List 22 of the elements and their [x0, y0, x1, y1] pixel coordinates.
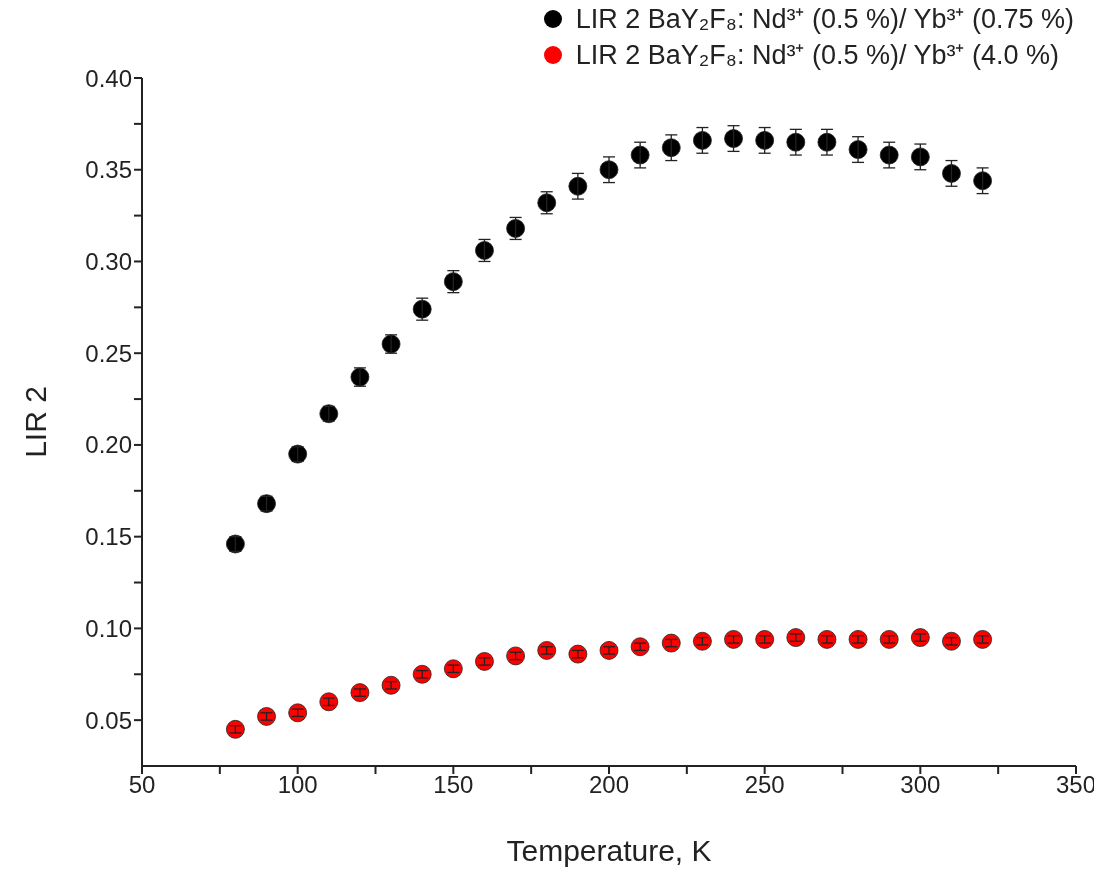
y-tick-label: 0.20: [85, 431, 132, 459]
x-tick-label: 150: [433, 771, 474, 799]
y-tick-label: 0.15: [85, 523, 132, 551]
legend-label: LIR 2 BaY₂F₈: Nd³⁺ (0.5 %)/ Yb³⁺ (0.75 %): [575, 3, 1074, 34]
y-tick-label: 0.10: [85, 614, 132, 642]
y-axis-title: LIR 2: [18, 386, 52, 458]
x-tick-label: 300: [900, 771, 941, 799]
x-axis-title: Temperature, K: [506, 834, 712, 867]
y-tick-label: 0.35: [85, 156, 132, 184]
point: [724, 129, 743, 148]
point: [942, 164, 961, 183]
y-tick-label: 0.25: [85, 339, 132, 367]
x-tick-label: 200: [588, 771, 630, 799]
x-tick-label: 250: [744, 771, 785, 799]
y-tick-label: 0.40: [85, 64, 132, 92]
point: [693, 130, 712, 150]
x-tick-label: 50: [128, 771, 156, 799]
y-tick-label: 0.05: [85, 706, 132, 734]
point: [973, 171, 992, 191]
y-tick-label: 0.30: [85, 247, 132, 275]
x-tick-label: 100: [277, 771, 318, 799]
legend-label: LIR 2 BaY₂F₈: Nd³⁺ (0.5 %)/ Yb³⁺ (4.0 %): [575, 39, 1059, 70]
